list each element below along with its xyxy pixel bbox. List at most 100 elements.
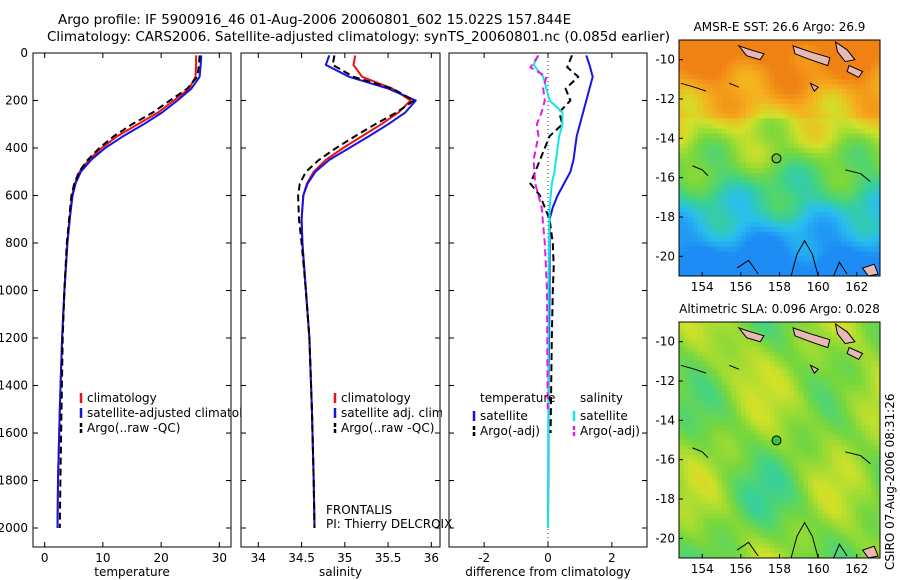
heatmap-cell	[851, 381, 857, 387]
heatmap-cell	[717, 123, 723, 130]
heatmap-cell	[817, 543, 824, 549]
heatmap-cell	[813, 385, 819, 392]
heatmap-cell	[736, 271, 742, 277]
heatmap-cell	[808, 430, 814, 436]
heatmap-cell	[808, 405, 814, 412]
heatmap-cell	[836, 74, 843, 80]
heatmap-cell	[803, 346, 809, 353]
heatmap-cell	[789, 474, 795, 480]
heatmap-cell	[683, 251, 690, 257]
heatmap-cell	[779, 390, 785, 397]
heatmap-cell	[851, 59, 857, 66]
heatmap-cell	[779, 479, 785, 485]
heatmap-cell	[841, 103, 848, 110]
heatmap-cell	[769, 49, 776, 56]
heatmap-cell	[683, 246, 690, 253]
heatmap-cell	[798, 197, 805, 203]
heatmap-cell	[746, 256, 752, 262]
heatmap-cell	[750, 143, 757, 149]
heatmap-cell	[856, 415, 862, 421]
heatmap-cell	[750, 464, 757, 471]
heatmap-cell	[731, 366, 738, 372]
heatmap-cell	[679, 548, 685, 554]
heatmap-cell	[808, 246, 814, 253]
heatmap-cell	[793, 271, 800, 277]
heatmap-cell	[836, 533, 843, 539]
heatmap-cell	[769, 528, 776, 535]
heatmap-cell	[702, 376, 709, 382]
heatmap-cell	[774, 518, 781, 525]
heatmap-cell	[731, 54, 738, 61]
heatmap-cell	[808, 167, 814, 174]
heatmap-cell	[765, 256, 771, 262]
heatmap-cell	[832, 361, 838, 367]
heatmap-cell	[870, 415, 876, 421]
heatmap-cell	[750, 246, 757, 253]
heatmap-cell	[798, 69, 805, 76]
y-tick-label: -12	[655, 374, 675, 388]
heatmap-cell	[755, 246, 761, 253]
heatmap-cell	[698, 143, 704, 149]
legend-entry: Argo(..raw -QC)	[341, 421, 434, 435]
heatmap-cell	[746, 513, 752, 520]
heatmap-cell	[731, 528, 738, 535]
heatmap-cell	[813, 89, 819, 95]
heatmap-cell	[731, 158, 738, 164]
heatmap-cell	[851, 187, 857, 194]
heatmap-cell	[875, 84, 881, 90]
heatmap-cell	[731, 376, 738, 382]
heatmap-cell	[836, 469, 843, 476]
heatmap-cell	[774, 231, 781, 238]
heatmap-cell	[793, 494, 800, 500]
heatmap-cell	[736, 118, 742, 125]
heatmap-cell	[698, 187, 704, 194]
heatmap-cell	[731, 40, 738, 46]
heatmap-cell	[736, 64, 742, 71]
heatmap-cell	[731, 192, 738, 198]
heatmap-cell	[688, 246, 694, 253]
heatmap-cell	[846, 236, 852, 243]
heatmap-cell	[722, 40, 728, 46]
heatmap-cell	[803, 494, 809, 500]
heatmap-cell	[712, 474, 718, 480]
heatmap-cell	[774, 322, 781, 328]
heatmap-cell	[712, 138, 718, 144]
heatmap-cell	[688, 133, 694, 139]
heatmap-cell	[750, 251, 757, 257]
heatmap-cell	[722, 469, 728, 476]
heatmap-cell	[755, 415, 761, 421]
heatmap-cell	[841, 474, 848, 480]
heatmap-cell	[722, 425, 728, 431]
heatmap-cell	[832, 410, 838, 417]
heatmap-cell	[851, 361, 857, 367]
heatmap-cell	[717, 128, 723, 135]
heatmap-cell	[846, 444, 852, 451]
heatmap-cell	[784, 59, 790, 66]
heatmap-cell	[875, 94, 881, 100]
heatmap-cell	[836, 266, 843, 272]
heatmap-cell	[774, 59, 781, 66]
heatmap-cell	[860, 385, 867, 392]
heatmap-cell	[803, 44, 809, 51]
heatmap-cell	[789, 533, 795, 539]
heatmap-cell	[841, 459, 848, 466]
heatmap-cell	[750, 444, 757, 451]
heatmap-cell	[726, 361, 733, 367]
heatmap-cell	[755, 158, 761, 164]
heatmap-cell	[769, 256, 776, 262]
heatmap-cell	[717, 523, 723, 530]
heatmap-cell	[851, 40, 857, 46]
heatmap-cell	[817, 207, 824, 213]
heatmap-cell	[731, 226, 738, 233]
heatmap-cell	[726, 221, 733, 228]
heatmap-cell	[683, 341, 690, 348]
coastline	[792, 327, 831, 349]
heatmap-cell	[836, 553, 843, 559]
heatmap-cell	[841, 538, 848, 544]
heatmap-cell	[789, 430, 795, 436]
heatmap-cell	[717, 202, 723, 208]
heatmap-cell	[683, 177, 690, 184]
heatmap-cell	[683, 103, 690, 110]
heatmap-cell	[860, 356, 867, 362]
heatmap-cell	[702, 479, 709, 485]
